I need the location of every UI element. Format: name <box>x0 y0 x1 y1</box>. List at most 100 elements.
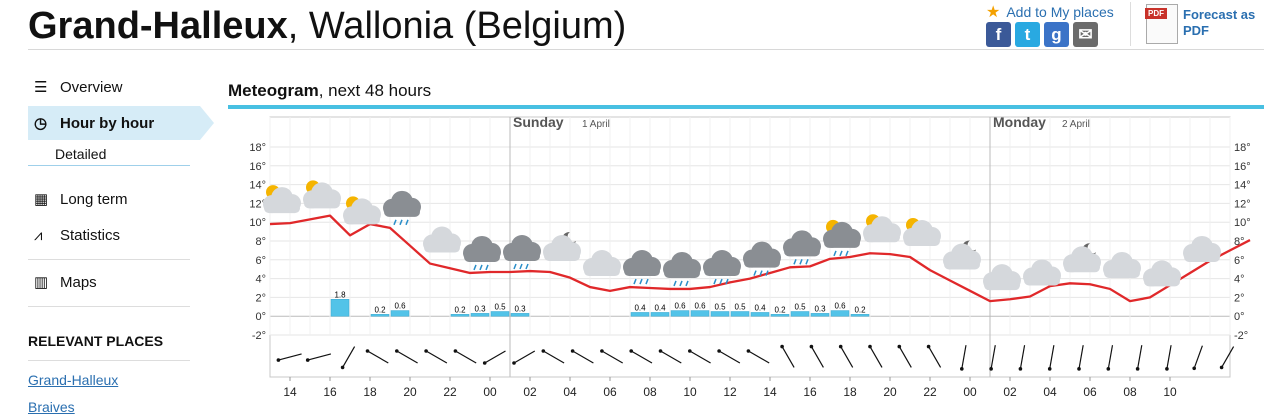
wind-arrow-head <box>688 349 692 353</box>
sidebar-item-overview[interactable]: ☰ Overview <box>34 78 123 97</box>
wind-arrow-head <box>1018 367 1023 371</box>
y-tick-label-right: 10° <box>1234 217 1251 229</box>
wind-arrow-head <box>809 344 814 349</box>
cloud-icon <box>1143 260 1181 287</box>
precipitation-bar <box>830 310 850 317</box>
pdf-icon[interactable]: PDF <box>1145 4 1178 44</box>
mail-icon[interactable]: ✉ <box>1073 22 1098 47</box>
wind-arrow <box>748 350 770 364</box>
wind-arrow-head <box>838 344 843 349</box>
map-icon: ▥ <box>34 274 49 291</box>
sidebar-item-detailed[interactable]: Detailed <box>28 142 190 166</box>
precipitation-label: 0.5 <box>714 303 726 312</box>
wind-arrow-head <box>989 367 993 371</box>
wind-arrow-head <box>868 344 872 349</box>
partly-cloudy-icon <box>303 180 341 209</box>
rain-cloud-icon <box>503 235 541 270</box>
star-icon: ★ <box>986 4 1001 21</box>
x-tick-label: 02 <box>523 385 537 399</box>
rain-cloud-icon <box>783 230 821 265</box>
forecast-pdf-link[interactable]: Forecast as PDF <box>1183 7 1256 38</box>
wind-arrow-head <box>780 344 784 349</box>
wind-arrow <box>572 350 594 364</box>
calendar-icon: ▦ <box>34 191 49 208</box>
precipitation-bar <box>450 314 470 317</box>
precipitation-label: 0.4 <box>634 303 646 312</box>
x-tick-label: 20 <box>883 385 897 399</box>
wind-arrow-head <box>305 358 310 362</box>
y-tick-label-left: 6° <box>255 255 266 267</box>
y-tick-label-right: 12° <box>1234 198 1251 210</box>
relevant-place-link[interactable]: Braives <box>28 399 75 415</box>
wind-arrow-head <box>395 349 399 353</box>
facebook-icon[interactable]: f <box>986 22 1011 47</box>
wind-arrow <box>1107 345 1114 369</box>
sun-rain-icon <box>823 219 861 257</box>
wind-arrow <box>630 350 653 364</box>
precipitation-bar <box>390 310 410 317</box>
precipitation-bar <box>470 313 490 317</box>
wind-arrow-head <box>365 349 370 353</box>
wind-arrow <box>689 350 711 364</box>
wind-arrow-head <box>746 349 751 353</box>
x-tick-label: 12 <box>723 385 737 399</box>
day-name: Monday <box>993 114 1046 130</box>
wind-arrow-head <box>1106 367 1111 371</box>
wind-arrow-head <box>1219 365 1224 370</box>
x-tick-label: 04 <box>1043 385 1057 399</box>
wind-arrow-head <box>717 349 721 353</box>
sidebar-item-hour-by-hour[interactable]: ◷ Hour by hour <box>28 106 214 140</box>
wind-arrow <box>1049 345 1055 369</box>
list-icon: ☰ <box>34 79 48 96</box>
precipitation-label: 0.6 <box>834 302 846 311</box>
precipitation-bar <box>370 314 390 317</box>
wind-arrow <box>513 350 536 364</box>
wind-arrow <box>928 346 942 368</box>
x-tick-label: 16 <box>803 385 817 399</box>
temperature-line <box>269 214 1251 303</box>
wind-arrow <box>718 350 741 364</box>
x-tick-label: 08 <box>1123 385 1137 399</box>
sidebar-item-maps[interactable]: ▥ Maps <box>34 273 97 292</box>
day-name: Sunday <box>513 114 564 130</box>
precipitation-bar <box>510 313 530 317</box>
precipitation-bar <box>790 311 810 317</box>
wind-arrow-head <box>570 349 575 353</box>
y-tick-label-left: 16° <box>249 161 266 173</box>
wind-arrow-head <box>926 344 931 349</box>
moon-cloud-icon <box>943 240 981 270</box>
y-tick-label-right: 14° <box>1234 180 1251 192</box>
precipitation-bar <box>710 311 730 317</box>
relevant-place-link[interactable]: Grand-Halleux <box>28 372 119 388</box>
sidebar-item-statistics[interactable]: ⩘ Statistics <box>34 226 121 244</box>
cloud-icon <box>1183 235 1221 262</box>
y-tick-label-left: -2° <box>252 330 266 342</box>
y-tick-label-right: 4° <box>1234 274 1245 286</box>
x-tick-label: 16 <box>323 385 337 399</box>
y-tick-label-left: 4° <box>255 274 266 286</box>
wind-arrow <box>1137 345 1143 369</box>
precipitation-bar <box>750 312 770 317</box>
region-name: , Wallonia (Belgium) <box>287 5 627 47</box>
x-tick-label: 14 <box>283 385 297 399</box>
moon-cloud-icon <box>543 231 581 262</box>
y-tick-label-right: 6° <box>1234 255 1245 267</box>
google-icon[interactable]: g <box>1044 22 1069 47</box>
sidebar-item-long-term[interactable]: ▦ Long term <box>34 190 128 209</box>
x-tick-label: 22 <box>443 385 457 399</box>
partly-cloudy-icon <box>263 185 301 214</box>
wind-arrow-head <box>897 344 902 349</box>
wind-arrow-head <box>482 361 487 365</box>
twitter-icon[interactable]: t <box>1015 22 1040 47</box>
precipitation-label: 0.2 <box>374 305 386 314</box>
header-divider <box>28 49 1264 50</box>
sidebar-divider <box>28 360 190 361</box>
sidebar-divider <box>28 259 190 260</box>
add-to-places-link[interactable]: ★ Add to My places <box>986 4 1114 21</box>
wind-arrow-head <box>541 349 546 353</box>
partly-cloudy-icon <box>863 214 901 243</box>
meteogram-title: Meteogram, next 48 hours <box>228 81 432 100</box>
moon-cloud-icon <box>1063 243 1101 273</box>
header-separator <box>1130 2 1131 46</box>
page-title: Grand-Halleux, Wallonia (Belgium) <box>28 2 626 50</box>
